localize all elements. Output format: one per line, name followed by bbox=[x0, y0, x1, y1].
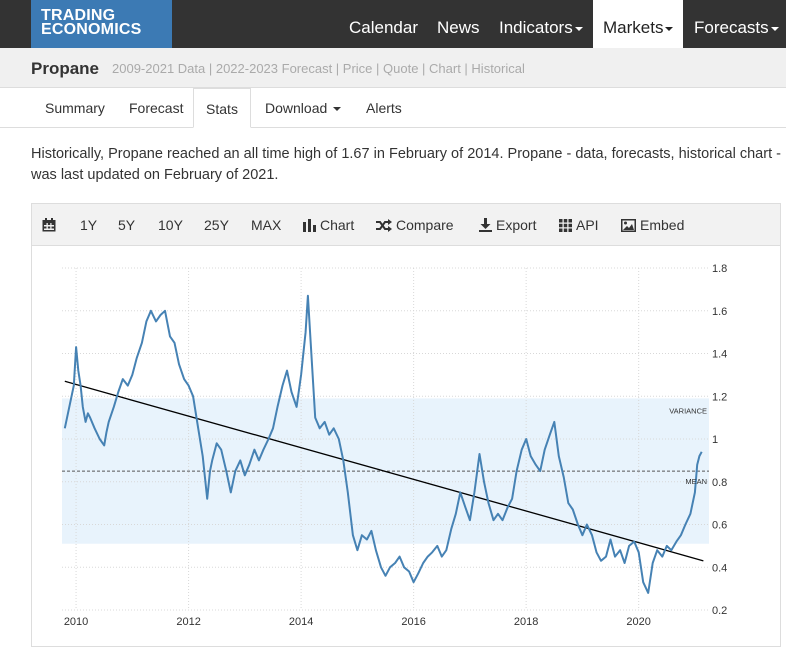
export-button[interactable]: Export bbox=[479, 204, 536, 246]
y-tick-label: 1.2 bbox=[712, 391, 727, 403]
trend-line bbox=[64, 380, 704, 562]
chart-button-label: Chart bbox=[320, 217, 355, 233]
chevron-down-icon bbox=[574, 26, 583, 31]
x-tick-label: 2018 bbox=[514, 616, 538, 628]
nav-markets[interactable]: Markets bbox=[593, 0, 683, 48]
propane-price-line bbox=[63, 294, 703, 594]
x-tick-label: 2012 bbox=[176, 616, 200, 628]
brand-line-2: ECONOMICS bbox=[41, 21, 142, 38]
mean-label: MEAN bbox=[685, 477, 707, 486]
y-tick-label: 0.4 bbox=[712, 562, 727, 574]
chevron-down-icon bbox=[333, 107, 342, 112]
tab-alerts[interactable]: Alerts bbox=[366, 100, 402, 116]
nav-forecasts-label: Forecasts bbox=[694, 18, 769, 37]
variance-label: VARIANCE bbox=[669, 406, 707, 415]
range-1y-button[interactable]: 1Y bbox=[80, 217, 98, 233]
y-tick-label: 1.8 bbox=[712, 263, 727, 275]
chevron-down-icon bbox=[770, 26, 779, 31]
tab-download[interactable]: Download bbox=[265, 88, 342, 128]
export-button-label: Export bbox=[496, 217, 537, 233]
brand-logo[interactable]: TRADING ECONOMICS bbox=[31, 0, 172, 48]
image-icon bbox=[621, 219, 636, 232]
chart-button[interactable]: Chart bbox=[303, 204, 354, 246]
nav-forecasts[interactable]: Forecasts bbox=[694, 0, 779, 48]
range-max-button[interactable]: MAX bbox=[251, 217, 282, 233]
y-tick-label: 1.4 bbox=[712, 349, 727, 361]
x-tick-label: 2014 bbox=[289, 616, 313, 628]
tab-download-label: Download bbox=[265, 100, 328, 116]
description-text: Historically, Propane reached an all tim… bbox=[31, 146, 781, 183]
x-tick-label: 2016 bbox=[401, 616, 425, 628]
propane-line-chart: 0.2 0.4 0.6 0.8 1 1.2 1.4 1.6 1.8 2010 2012 2014 201… bbox=[62, 263, 727, 628]
nav-calendar[interactable]: Calendar bbox=[349, 18, 418, 37]
api-button[interactable]: API bbox=[559, 204, 599, 246]
page-title: Propane bbox=[31, 59, 100, 78]
nav-indicators[interactable]: Indicators bbox=[499, 0, 583, 48]
embed-button-label: Embed bbox=[640, 217, 685, 233]
tab-summary[interactable]: Summary bbox=[45, 100, 105, 116]
chevron-down-icon bbox=[665, 26, 674, 31]
nav-indicators-label: Indicators bbox=[499, 18, 573, 37]
shuffle-icon bbox=[376, 219, 392, 232]
range-25y-button[interactable]: 25Y bbox=[204, 217, 229, 233]
nav-markets-label: Markets bbox=[603, 18, 664, 37]
embed-button[interactable]: Embed bbox=[621, 204, 684, 246]
bar-chart-icon bbox=[303, 219, 316, 232]
tab-forecast[interactable]: Forecast bbox=[129, 100, 184, 116]
tab-bar: Summary Forecast Stats Download Alerts bbox=[0, 88, 786, 128]
calendar-icon[interactable] bbox=[42, 204, 60, 246]
subnav-links[interactable]: 2009-2021 Data | 2022-2023 Forecast | Pr… bbox=[112, 61, 525, 76]
brand-line-1: TRADING bbox=[41, 7, 116, 24]
range-5y-button[interactable]: 5Y bbox=[118, 217, 136, 233]
download-icon bbox=[479, 218, 492, 232]
compare-button[interactable]: Compare bbox=[376, 204, 454, 246]
api-button-label: API bbox=[576, 217, 599, 233]
y-tick-label: 0.2 bbox=[712, 605, 727, 617]
y-tick-label: 1 bbox=[712, 434, 718, 446]
range-10y-button[interactable]: 10Y bbox=[158, 217, 183, 233]
y-tick-label: 1.6 bbox=[712, 306, 727, 318]
x-tick-label: 2020 bbox=[626, 616, 650, 628]
compare-button-label: Compare bbox=[396, 217, 454, 233]
chart-panel: 1Y 5Y 10Y 25Y MAX Chart Compare Export A… bbox=[31, 203, 781, 647]
chart-toolbar: 1Y 5Y 10Y 25Y MAX Chart Compare Export A… bbox=[32, 204, 780, 246]
top-navbar: TRADING ECONOMICS Calendar News Indicato… bbox=[0, 0, 786, 48]
nav-news[interactable]: News bbox=[437, 18, 480, 37]
y-tick-label: 0.8 bbox=[712, 477, 727, 489]
y-tick-label: 0.6 bbox=[712, 520, 727, 532]
title-bar: Propane 2009-2021 Data | 2022-2023 Forec… bbox=[0, 48, 786, 88]
grid-icon bbox=[559, 219, 572, 232]
tab-stats[interactable]: Stats bbox=[193, 88, 251, 128]
x-tick-label: 2010 bbox=[64, 616, 88, 628]
